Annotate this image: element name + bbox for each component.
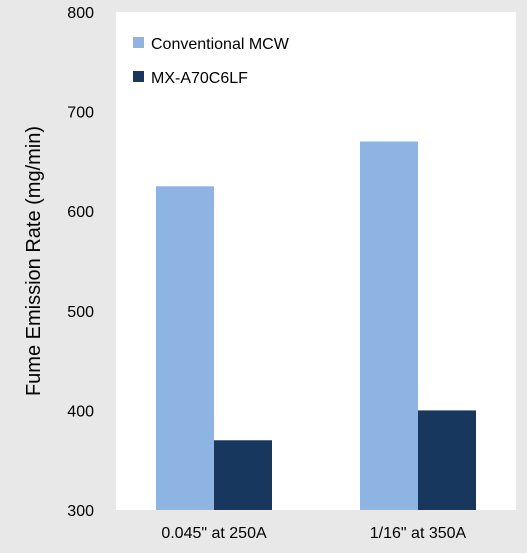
bar-group xyxy=(156,141,476,511)
y-tick-label: 800 xyxy=(67,5,94,22)
legend-swatch xyxy=(133,71,144,82)
bar-mx-1 xyxy=(214,440,272,510)
y-tick-label: 600 xyxy=(67,204,94,221)
legend-label: MX-A70C6LF xyxy=(151,70,248,87)
y-tick-label: 500 xyxy=(67,304,94,321)
bar-conventional-2 xyxy=(360,141,418,511)
y-tick-label: 300 xyxy=(67,503,94,520)
legend-swatch xyxy=(133,37,144,48)
y-tick-label: 400 xyxy=(67,403,94,420)
y-axis-ticks: 300 400 500 600 700 800 xyxy=(67,5,94,520)
legend: Conventional MCW MX-A70C6LF xyxy=(133,36,290,87)
x-category-label: 1/16" at 350A xyxy=(370,525,467,542)
y-axis-title: Fume Emission Rate (mg/min) xyxy=(23,126,45,396)
x-category-label: 0.045" at 250A xyxy=(161,525,267,542)
y-tick-label: 700 xyxy=(67,105,94,122)
bar-conventional-1 xyxy=(156,186,214,511)
bar-mx-2 xyxy=(418,410,476,510)
x-axis-labels: 0.045" at 250A 1/16" at 350A xyxy=(161,525,466,542)
legend-label: Conventional MCW xyxy=(151,36,290,53)
